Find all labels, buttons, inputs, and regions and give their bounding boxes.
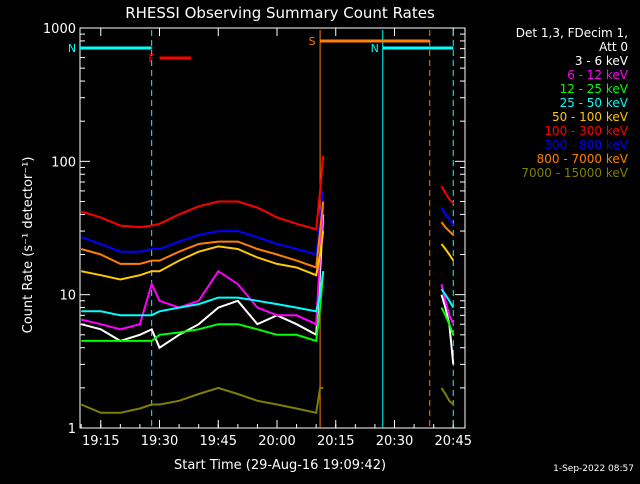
y-tick-label: 1 — [68, 422, 76, 437]
series-line — [440, 387, 454, 406]
y-tick-label: 1000 — [43, 22, 76, 37]
series-line — [440, 221, 454, 236]
series-line — [440, 243, 455, 262]
legend-entry: 300 - 800 keV — [544, 138, 628, 152]
legend-header-line-2: Att 0 — [599, 40, 628, 54]
flag-label-f: F — [148, 52, 154, 65]
series-line — [81, 230, 325, 281]
x-tick-label: 19:45 — [200, 434, 237, 449]
x-axis-label: Start Time (29-Aug-16 19:09:42) — [174, 458, 386, 473]
y-tick-label: 10 — [59, 289, 76, 304]
plot-frame — [79, 27, 466, 429]
x-tick-label: 20:30 — [376, 434, 413, 449]
series-line — [440, 207, 455, 227]
legend-entry: 6 - 12 keV — [567, 68, 628, 82]
x-tick-label: 20:15 — [317, 434, 354, 449]
legend-entry: 25 - 50 keV — [559, 96, 628, 110]
legend-entry: 12 - 25 keV — [559, 82, 628, 96]
series-line — [80, 155, 325, 231]
flag-label-n: N — [68, 42, 76, 55]
legend: Det 1,3, FDecim 1, Att 0 3 - 6 keV 6 - 12… — [480, 26, 640, 186]
series-line — [80, 214, 325, 350]
x-tick-label: 20:00 — [258, 434, 295, 449]
legend-entry: 50 - 100 keV — [551, 110, 628, 124]
legend-entry: 7000 - 15000 keV — [521, 166, 628, 180]
y-axis-label: Count Rate (s⁻¹ detector⁻¹) — [21, 157, 36, 334]
series-line — [440, 307, 455, 336]
legend-entry: 800 - 7000 keV — [536, 152, 628, 166]
legend-header-line-1: Det 1,3, FDecim 1, — [515, 26, 628, 40]
series-line — [440, 185, 455, 205]
series-line — [80, 386, 324, 415]
y-tick-label: 100 — [51, 155, 76, 170]
x-tick-label: 20:45 — [435, 434, 472, 449]
series-line — [81, 271, 325, 343]
plot-area: 19:15 19:30 19:45 20:00 20:15 20:30 20:45 1 10 10… — [43, 22, 472, 449]
series-line — [440, 288, 455, 309]
series-line — [80, 201, 325, 269]
series-line — [81, 271, 325, 317]
flag-label-s: S — [309, 35, 316, 48]
legend-entry: 3 - 6 keV — [574, 54, 628, 68]
series-line — [440, 294, 455, 365]
flag-label-n: N — [371, 42, 379, 55]
legend-entry: 100 - 300 keV — [544, 124, 628, 138]
chart-title: RHESSI Observing Summary Count Rates — [125, 4, 435, 22]
series-line — [80, 190, 325, 256]
series-line — [80, 201, 325, 331]
x-tick-label: 19:15 — [82, 434, 119, 449]
x-tick-label: 19:30 — [141, 434, 178, 449]
generation-timestamp: 1-Sep-2022 08:57 — [553, 464, 634, 474]
